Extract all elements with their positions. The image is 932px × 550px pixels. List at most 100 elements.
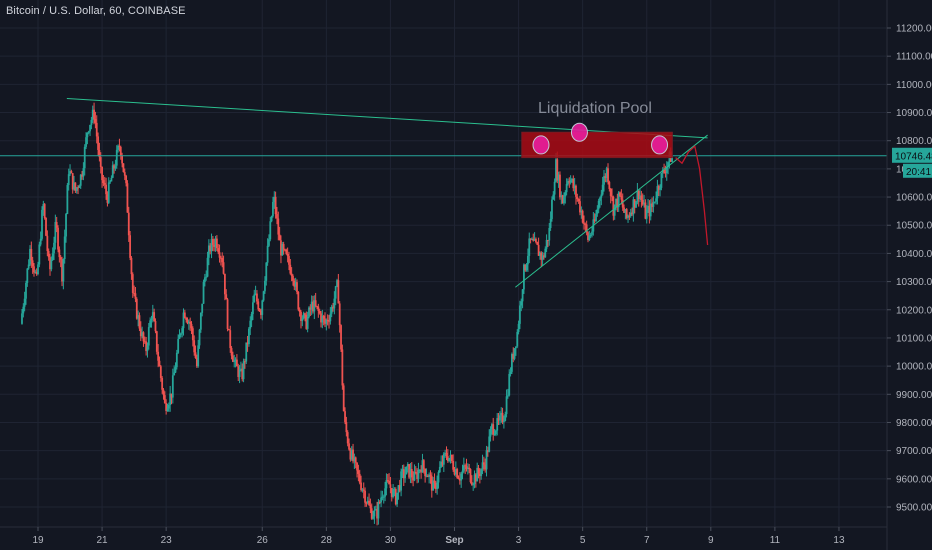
candle-body bbox=[21, 313, 23, 324]
candle-body bbox=[494, 430, 497, 435]
candle-down bbox=[625, 207, 628, 220]
candle-body bbox=[502, 421, 505, 423]
candle-down bbox=[229, 325, 232, 353]
candle-up bbox=[66, 182, 69, 215]
candle-up bbox=[242, 358, 245, 383]
x-tick-label: 28 bbox=[321, 535, 333, 546]
candle-body bbox=[174, 367, 177, 373]
candle-up bbox=[418, 469, 421, 474]
candle-body bbox=[368, 500, 370, 506]
candle-body bbox=[556, 159, 559, 181]
candle-body bbox=[544, 248, 547, 258]
x-tick-label: 13 bbox=[833, 535, 845, 546]
candle-up bbox=[199, 312, 202, 333]
candle-down bbox=[71, 172, 74, 194]
candle-body bbox=[65, 213, 67, 237]
candle-down bbox=[512, 347, 515, 363]
candle-body bbox=[418, 469, 421, 471]
candle-body bbox=[244, 361, 246, 363]
candle-body bbox=[445, 452, 448, 457]
candle-body bbox=[278, 234, 281, 241]
candle-body bbox=[473, 474, 476, 485]
candle-up bbox=[603, 170, 605, 192]
y-tick-label: 11000.00 bbox=[896, 80, 932, 91]
candle-body bbox=[557, 174, 560, 181]
candle-body bbox=[511, 354, 513, 372]
candle-up bbox=[639, 189, 641, 202]
candle-up bbox=[649, 199, 652, 221]
countdown-tag bbox=[903, 163, 932, 178]
candle-body bbox=[365, 502, 368, 504]
candle-down bbox=[113, 163, 115, 174]
candle-body bbox=[652, 202, 655, 207]
candle-body bbox=[301, 318, 304, 321]
candle-body bbox=[437, 472, 440, 483]
candle-down bbox=[185, 316, 188, 323]
candle-down bbox=[257, 298, 260, 312]
candle-down bbox=[389, 476, 392, 494]
candle-down bbox=[342, 383, 345, 412]
candle-body bbox=[561, 195, 564, 204]
candle-down bbox=[609, 187, 612, 204]
candle-down bbox=[131, 272, 134, 298]
candle-body bbox=[565, 184, 568, 193]
candle-body bbox=[540, 252, 543, 260]
candle-up bbox=[182, 308, 185, 336]
candle-body bbox=[438, 466, 441, 473]
candle-body bbox=[262, 291, 265, 301]
candle-up bbox=[565, 178, 568, 196]
candle-up bbox=[588, 230, 591, 242]
candle-body bbox=[298, 309, 301, 312]
candle-body bbox=[636, 190, 639, 202]
candle-down bbox=[559, 171, 561, 200]
candle-body bbox=[146, 345, 149, 352]
candle-body bbox=[581, 210, 584, 223]
candle-up bbox=[400, 468, 403, 497]
candle-body bbox=[401, 469, 404, 472]
candle-down bbox=[536, 241, 539, 246]
candle-up bbox=[448, 457, 451, 463]
candle-up bbox=[301, 315, 304, 327]
candle-up bbox=[171, 368, 174, 404]
candle-body bbox=[46, 235, 49, 252]
candle-body bbox=[59, 257, 62, 260]
candle-body bbox=[205, 276, 208, 278]
candle-body bbox=[329, 313, 332, 322]
candle-up bbox=[313, 295, 316, 320]
candle-down bbox=[45, 217, 47, 237]
candle-body bbox=[661, 169, 664, 174]
candle-down bbox=[402, 464, 405, 487]
candle-up bbox=[473, 470, 476, 489]
candle-body bbox=[362, 489, 365, 491]
candle-body bbox=[98, 149, 101, 158]
candle-body bbox=[373, 510, 376, 517]
candle-down bbox=[482, 456, 485, 471]
candle-body bbox=[238, 369, 241, 378]
candle-up bbox=[564, 190, 567, 204]
candle-body bbox=[322, 315, 325, 319]
candle-down bbox=[143, 336, 146, 344]
candle-body bbox=[313, 300, 316, 312]
candle-body bbox=[312, 301, 314, 312]
candle-up bbox=[531, 237, 533, 241]
candle-body bbox=[388, 480, 390, 485]
candle-down bbox=[386, 474, 389, 483]
candle-body bbox=[81, 174, 83, 177]
candle-body bbox=[412, 477, 415, 481]
candle-body bbox=[609, 188, 612, 197]
candle-down bbox=[388, 473, 390, 485]
candle-up bbox=[653, 201, 656, 204]
candle-body bbox=[261, 300, 264, 315]
candle-body bbox=[380, 497, 382, 503]
liquidation-pool-label: Liquidation Pool bbox=[538, 100, 652, 117]
candle-down bbox=[191, 326, 194, 347]
candle-body bbox=[82, 168, 85, 177]
candle-up bbox=[302, 311, 305, 320]
candle-body bbox=[151, 312, 154, 319]
candle-body bbox=[280, 240, 282, 256]
candle-body bbox=[616, 198, 619, 208]
candle-body bbox=[77, 187, 79, 189]
candle-body bbox=[113, 165, 115, 169]
